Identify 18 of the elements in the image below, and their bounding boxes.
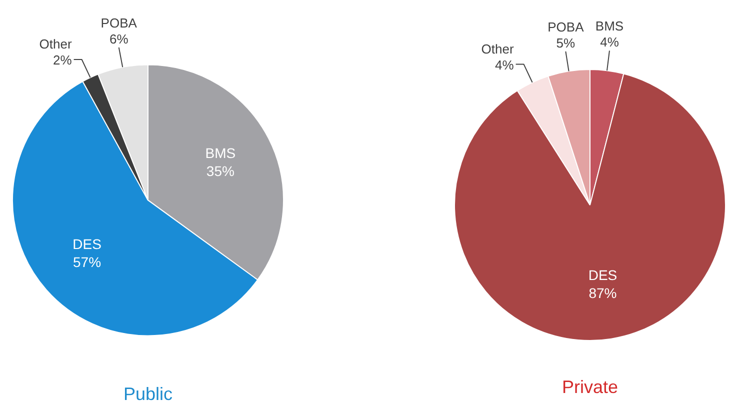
- data-label: 2%: [52, 52, 72, 68]
- slice-label: Other: [39, 36, 72, 52]
- slice-label: Other: [481, 41, 514, 56]
- data-label: 4%: [494, 57, 514, 72]
- data-label: 87%: [588, 285, 617, 302]
- slice-label: POBA: [100, 15, 138, 30]
- slice-label: POBA: [548, 19, 584, 34]
- slice-label: BMS: [595, 18, 624, 34]
- text: Private: [562, 376, 618, 397]
- data-label: 6%: [109, 31, 129, 46]
- slice-label: BMS: [205, 145, 236, 162]
- data-label: 5%: [556, 35, 576, 50]
- text: Public: [123, 384, 173, 404]
- slice-label: DES: [72, 236, 102, 252]
- data-label: 4%: [600, 34, 620, 50]
- data-label: 57%: [73, 254, 102, 270]
- slice-label: DES: [588, 267, 618, 284]
- data-label: 35%: [206, 163, 234, 180]
